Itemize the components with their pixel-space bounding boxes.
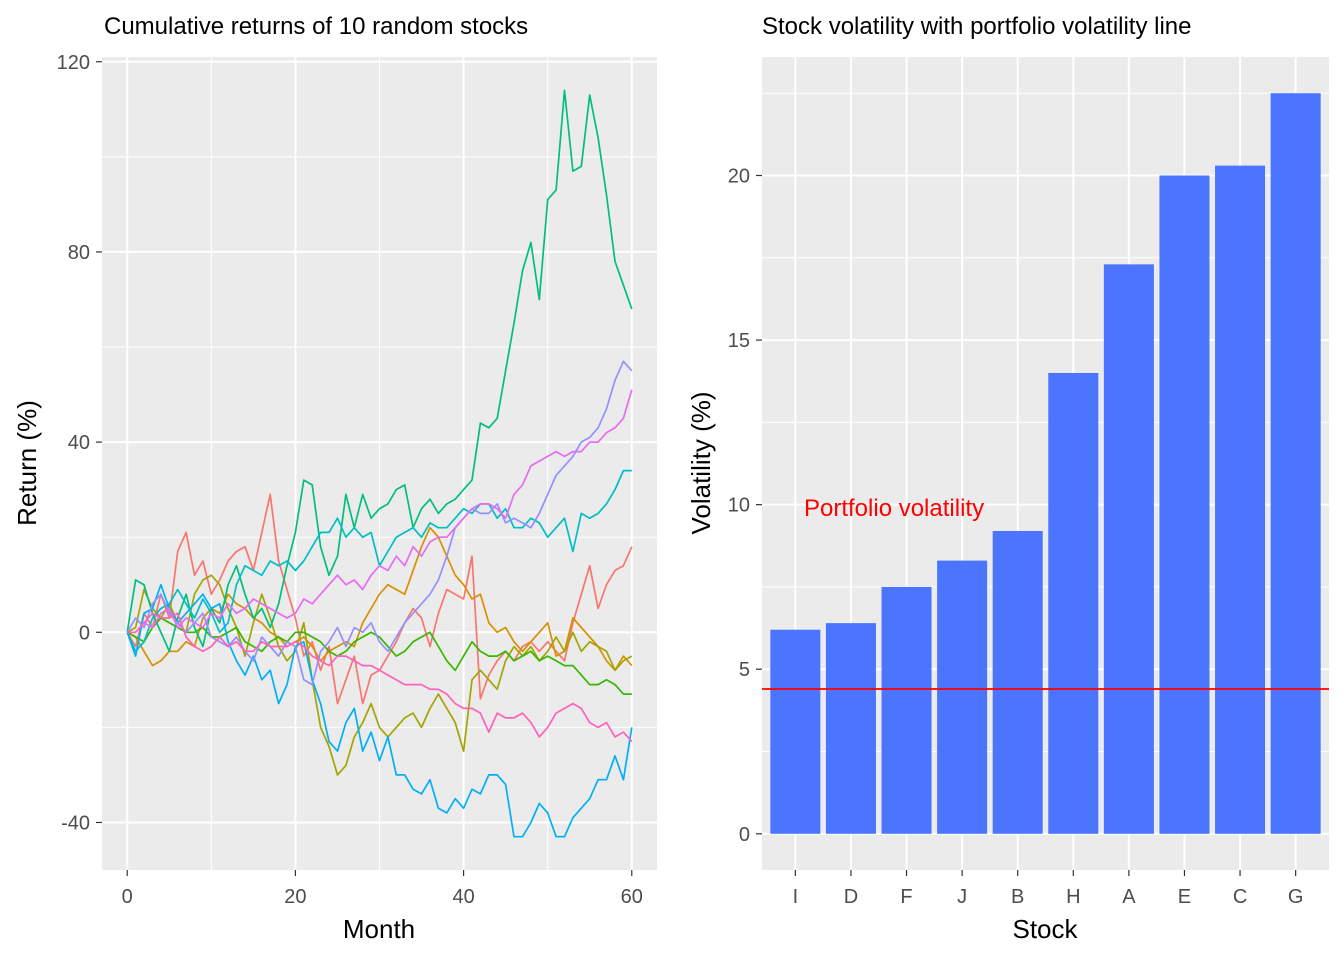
y-tick-label: -40 [61, 812, 90, 834]
returns-y-axis: -40 0 40 80 120 [57, 52, 102, 834]
portfolio-volatility-label: Portfolio volatility [804, 495, 984, 522]
y-tick-label: 5 [739, 659, 750, 681]
series-line-9 [127, 389, 633, 634]
x-tick-label: 20 [284, 886, 306, 908]
x-tick-label: D [844, 886, 858, 908]
x-tick-label: C [1233, 886, 1247, 908]
x-tick-label: B [1011, 886, 1024, 908]
returns-series-group [126, 89, 633, 838]
series-line-7 [126, 583, 633, 838]
bar-A [1103, 264, 1154, 834]
bar-E [1159, 175, 1210, 834]
bar-H [1048, 372, 1099, 834]
x-tick-label: J [957, 886, 967, 908]
volatility-x-axis-title: Stock [1012, 914, 1078, 944]
x-tick-label: F [900, 886, 912, 908]
volatility-y-axis: 0 5 10 15 20 [728, 165, 762, 846]
series-line-10 [127, 612, 633, 743]
x-tick-label: I [793, 886, 799, 908]
returns-panel: Cumulative returns of 10 random stocks 0… [12, 13, 657, 944]
y-tick-label: 20 [728, 165, 750, 187]
y-tick-label: 80 [68, 242, 90, 264]
volatility-y-axis-title: Volatility (%) [686, 391, 716, 534]
y-tick-label: 120 [57, 52, 90, 74]
bar-C [1215, 165, 1266, 834]
returns-gridlines [102, 57, 657, 870]
x-tick-label: 60 [621, 886, 643, 908]
returns-x-axis: 0 20 40 60 [122, 870, 643, 908]
bar-G [1270, 93, 1321, 834]
x-tick-label: G [1288, 886, 1304, 908]
returns-y-axis-title: Return (%) [12, 400, 42, 526]
y-tick-label: 0 [739, 824, 750, 846]
x-tick-label: 40 [452, 886, 474, 908]
bar-F [881, 586, 932, 834]
bar-J [937, 560, 988, 834]
x-tick-label: E [1178, 886, 1191, 908]
volatility-chart-title: Stock volatility with portfolio volatili… [762, 13, 1192, 40]
y-tick-label: 15 [728, 330, 750, 352]
y-tick-label: 0 [79, 622, 90, 644]
y-tick-label: 40 [68, 432, 90, 454]
returns-chart-title: Cumulative returns of 10 random stocks [104, 13, 528, 40]
volatility-bars [770, 93, 1321, 834]
series-line-3 [126, 574, 633, 776]
y-tick-label: 10 [728, 495, 750, 517]
returns-x-axis-title: Month [343, 914, 415, 944]
x-tick-label: A [1122, 886, 1136, 908]
series-line-8 [126, 360, 633, 686]
bar-D [825, 623, 876, 834]
x-tick-label: 0 [122, 886, 133, 908]
bar-B [992, 530, 1043, 834]
volatility-panel: Stock volatility with portfolio volatili… [686, 13, 1329, 944]
x-tick-label: H [1066, 886, 1080, 908]
bar-I [770, 629, 821, 834]
